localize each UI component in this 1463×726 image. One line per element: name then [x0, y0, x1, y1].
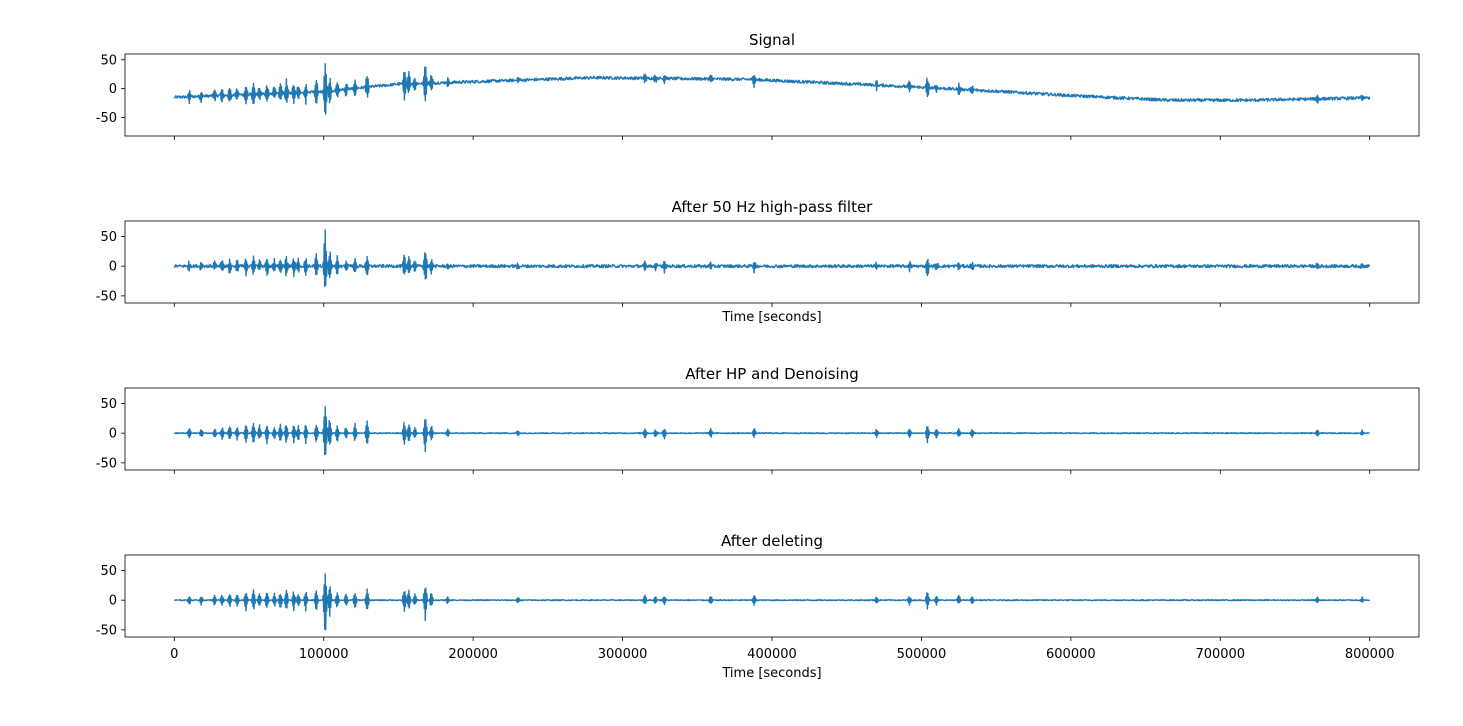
x-tick-label: 500000: [897, 647, 947, 662]
x-axis-label: Time [seconds]: [721, 666, 821, 681]
subplot-title: Signal: [749, 31, 795, 49]
y-tick-label: -50: [96, 456, 117, 471]
signal-line: [173, 406, 1370, 456]
x-tick-label: 700000: [1195, 647, 1245, 662]
y-tick-label: 0: [109, 82, 117, 97]
y-tick-label: 50: [100, 397, 117, 412]
subplot-2: After 50 Hz high-pass filter 50 0 -50 Time […: [96, 198, 1420, 325]
y-tick-label: 50: [100, 564, 117, 579]
x-axis-label: Time [seconds]: [721, 310, 821, 325]
subplot-title: After HP and Denoising: [685, 365, 859, 383]
subplot-title: After deleting: [721, 532, 823, 550]
y-tick-label: 0: [109, 260, 117, 275]
signal-line: [174, 573, 1371, 631]
y-tick-label: 0: [109, 427, 117, 442]
x-tick-label: 600000: [1046, 647, 1096, 662]
y-tick-label: -50: [96, 289, 117, 304]
x-tick-label: 300000: [598, 647, 648, 662]
x-tick-label: 200000: [448, 647, 498, 662]
x-tick-label: 800000: [1345, 647, 1395, 662]
axes-frame: [124, 220, 1420, 304]
x-tick-label: 400000: [747, 647, 797, 662]
y-tick-label: -50: [96, 111, 117, 126]
y-tick-label: -50: [96, 623, 117, 638]
y-tick-label: 50: [100, 53, 117, 68]
signal-line: [173, 229, 1371, 288]
x-tick-label: 0: [170, 647, 178, 662]
subplot-1: Signal 50 0 -50: [96, 31, 1420, 140]
axes-frame: [124, 387, 1420, 471]
subplot-title: After 50 Hz high-pass filter: [672, 198, 874, 216]
signal-line: [173, 63, 1371, 115]
subplot-3: After HP and Denoising 50 0 -50: [96, 365, 1420, 474]
axes-frame: [124, 53, 1420, 137]
subplot-4: After deleting 50 0 -50 0 100000 200000 300000 4…: [96, 532, 1420, 681]
axes-frame: [124, 554, 1420, 638]
y-tick-label: 0: [109, 594, 117, 609]
x-tick-label: 100000: [299, 647, 349, 662]
y-tick-label: 50: [100, 230, 117, 245]
